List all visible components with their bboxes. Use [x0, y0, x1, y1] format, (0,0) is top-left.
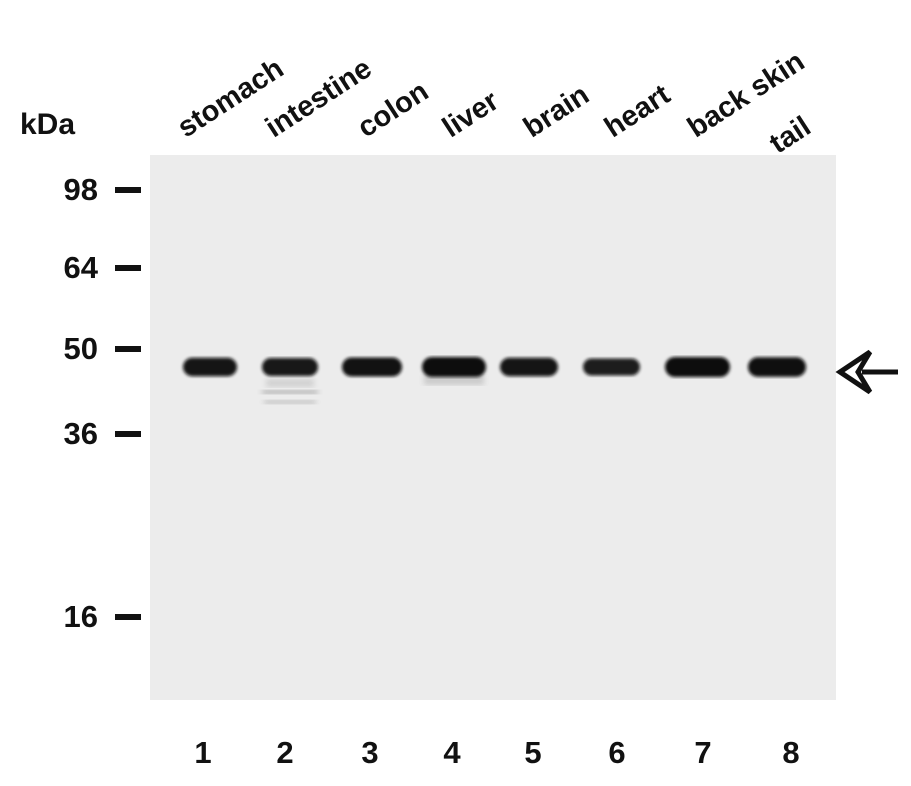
lane-number-4: 4 — [443, 735, 461, 770]
lane-number-7: 7 — [694, 735, 712, 770]
faint-band — [264, 400, 316, 404]
marker-tick — [115, 614, 141, 620]
target-arrow-icon — [835, 349, 898, 395]
marker-tick — [115, 346, 141, 352]
faint-band — [424, 375, 484, 385]
kda-label: kDa — [20, 108, 76, 141]
lane-number-6: 6 — [608, 735, 626, 770]
marker-label-98: 98 — [63, 172, 98, 207]
band-lane-7 — [665, 357, 730, 377]
lane-number-1: 1 — [194, 735, 212, 770]
band-lane-1 — [183, 357, 237, 377]
marker-label-64: 64 — [63, 250, 98, 285]
marker-tick — [115, 265, 141, 271]
lane-number-2: 2 — [276, 735, 294, 770]
band-lane-2 — [262, 358, 318, 376]
band-lane-5 — [500, 357, 558, 377]
marker-label-50: 50 — [63, 331, 98, 366]
lane-number-8: 8 — [782, 735, 800, 770]
band-lane-3 — [342, 357, 402, 377]
marker-label-16: 16 — [63, 599, 98, 634]
lane-number-5: 5 — [524, 735, 542, 770]
marker-tick — [115, 187, 141, 193]
band-lane-6 — [583, 358, 640, 376]
marker-tick — [115, 431, 141, 437]
band-lane-4 — [422, 357, 486, 377]
blot-membrane — [150, 155, 836, 700]
lane-number-3: 3 — [361, 735, 379, 770]
marker-label-36: 36 — [63, 416, 98, 451]
faint-band — [262, 390, 318, 394]
band-lane-8 — [748, 357, 806, 377]
faint-band — [266, 379, 314, 387]
